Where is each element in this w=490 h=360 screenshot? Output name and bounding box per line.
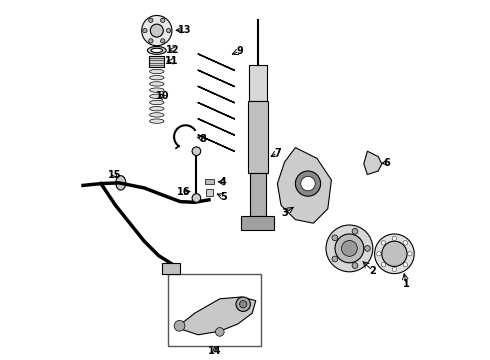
Circle shape — [161, 39, 165, 43]
Circle shape — [352, 263, 358, 269]
Text: 14: 14 — [208, 346, 222, 356]
Circle shape — [381, 241, 386, 245]
FancyBboxPatch shape — [168, 274, 261, 346]
Circle shape — [150, 24, 163, 37]
Circle shape — [381, 262, 386, 267]
Ellipse shape — [149, 82, 164, 86]
Text: 10: 10 — [155, 91, 169, 101]
Circle shape — [408, 252, 412, 256]
Ellipse shape — [149, 94, 164, 99]
FancyBboxPatch shape — [248, 65, 267, 101]
Text: 8: 8 — [199, 134, 206, 144]
Text: 1: 1 — [403, 279, 410, 289]
Circle shape — [216, 328, 224, 336]
Circle shape — [332, 235, 338, 241]
Ellipse shape — [116, 176, 126, 190]
Polygon shape — [364, 151, 382, 175]
Circle shape — [335, 234, 364, 263]
Circle shape — [143, 28, 147, 33]
Polygon shape — [277, 148, 331, 223]
Circle shape — [403, 262, 408, 267]
Circle shape — [332, 256, 338, 262]
Circle shape — [377, 252, 381, 256]
Ellipse shape — [149, 100, 164, 105]
Polygon shape — [176, 297, 256, 335]
Text: 2: 2 — [369, 266, 376, 276]
FancyBboxPatch shape — [250, 173, 266, 216]
Circle shape — [352, 228, 358, 234]
Ellipse shape — [149, 119, 164, 123]
Ellipse shape — [149, 113, 164, 117]
Circle shape — [342, 240, 357, 256]
Circle shape — [365, 246, 370, 251]
Text: 4: 4 — [220, 177, 227, 187]
Circle shape — [161, 18, 165, 22]
Circle shape — [174, 320, 185, 331]
Circle shape — [301, 176, 315, 191]
FancyBboxPatch shape — [247, 101, 268, 173]
Circle shape — [192, 147, 201, 156]
Text: 7: 7 — [274, 148, 281, 158]
FancyBboxPatch shape — [162, 263, 180, 274]
Ellipse shape — [149, 69, 164, 74]
Text: 5: 5 — [220, 192, 227, 202]
Circle shape — [148, 39, 153, 43]
Text: 3: 3 — [281, 208, 288, 218]
Circle shape — [403, 241, 408, 245]
Circle shape — [192, 194, 201, 202]
FancyBboxPatch shape — [205, 179, 215, 184]
Circle shape — [326, 225, 373, 272]
Text: 15: 15 — [108, 170, 122, 180]
Circle shape — [382, 241, 407, 266]
Ellipse shape — [149, 76, 164, 80]
Circle shape — [148, 18, 153, 22]
Text: 9: 9 — [236, 46, 243, 56]
Text: 6: 6 — [383, 158, 390, 168]
FancyBboxPatch shape — [206, 189, 213, 196]
Circle shape — [392, 236, 396, 240]
Circle shape — [240, 301, 247, 308]
Circle shape — [392, 267, 396, 271]
Circle shape — [374, 234, 414, 274]
Ellipse shape — [151, 48, 163, 53]
Circle shape — [236, 297, 250, 311]
Circle shape — [167, 28, 171, 33]
FancyBboxPatch shape — [148, 56, 164, 67]
Text: 16: 16 — [177, 186, 191, 197]
Ellipse shape — [149, 107, 164, 111]
Circle shape — [295, 171, 320, 196]
Ellipse shape — [147, 46, 166, 54]
Ellipse shape — [149, 88, 164, 92]
Text: 12: 12 — [166, 45, 180, 55]
Polygon shape — [242, 216, 274, 230]
Text: 13: 13 — [178, 25, 191, 35]
Text: 11: 11 — [165, 56, 178, 66]
Circle shape — [142, 15, 172, 46]
